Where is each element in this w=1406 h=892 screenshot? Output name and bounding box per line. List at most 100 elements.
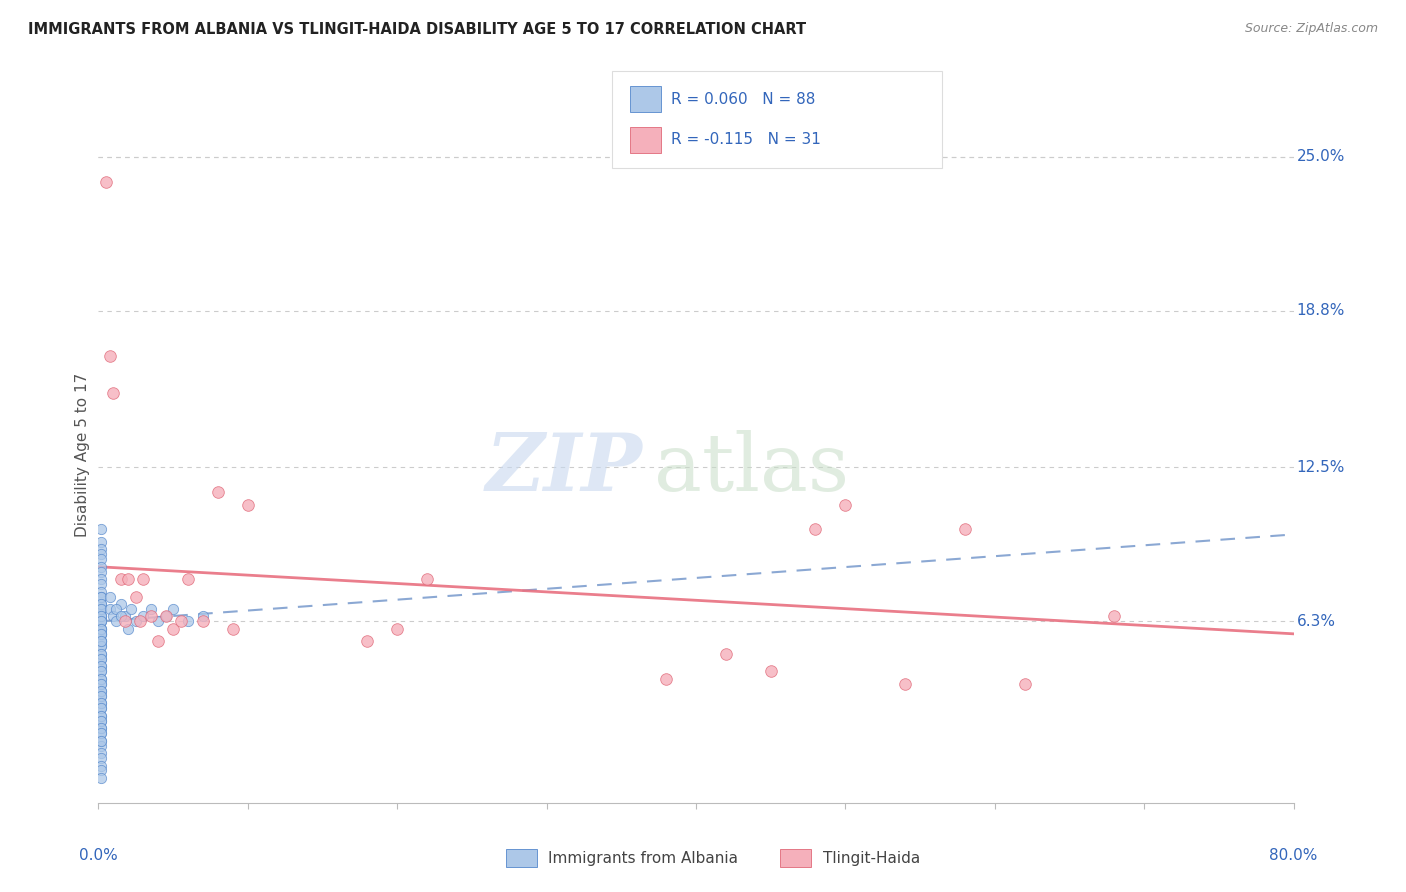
Point (105, 602, 128, 616)
Point (90, 708, 112, 723)
Point (90, 672, 112, 686)
Point (90, 726, 112, 740)
Point (655, 672, 678, 686)
Text: R = -0.115   N = 31: R = -0.115 N = 31 (671, 132, 821, 147)
Point (90, 684, 112, 698)
Text: 6.3%: 6.3% (1296, 614, 1336, 629)
Point (90, 721, 112, 735)
Point (90, 689, 112, 703)
Point (1104, 609, 1126, 624)
Point (90, 627, 112, 641)
Point (155, 609, 177, 624)
Point (90, 651, 112, 665)
Text: 80.0%: 80.0% (1270, 847, 1317, 863)
Text: atlas: atlas (654, 430, 849, 508)
Text: ZIP: ZIP (485, 430, 643, 508)
Point (90, 523, 112, 537)
Point (90, 726, 112, 740)
Point (90, 751, 112, 765)
Point (90, 689, 112, 703)
Point (90, 672, 112, 686)
Point (207, 485, 229, 500)
Point (117, 622, 139, 636)
Point (90, 584, 112, 599)
Text: R = 0.060   N = 88: R = 0.060 N = 88 (671, 92, 815, 107)
Point (132, 609, 155, 624)
Point (90, 771, 112, 785)
Point (90, 590, 112, 604)
Point (162, 602, 184, 616)
Text: 18.8%: 18.8% (1296, 303, 1346, 318)
Point (90, 758, 112, 772)
Point (90, 634, 112, 648)
Point (90, 651, 112, 665)
Point (222, 622, 245, 636)
Point (90, 602, 112, 616)
Point (125, 615, 148, 629)
Point (90, 534, 112, 549)
Point (90, 552, 112, 566)
Point (90, 664, 112, 678)
Point (90, 609, 112, 624)
Point (155, 609, 177, 624)
Point (90, 746, 112, 760)
Point (114, 615, 136, 629)
Point (90, 701, 112, 715)
Point (110, 597, 132, 611)
Point (90, 664, 112, 678)
Point (90, 659, 112, 673)
Point (416, 572, 439, 586)
Point (90, 764, 112, 778)
Point (90, 684, 112, 698)
Point (90, 590, 112, 604)
Point (90, 634, 112, 648)
Point (90, 701, 112, 715)
Point (90, 714, 112, 728)
Point (162, 622, 184, 636)
Point (129, 615, 152, 629)
Point (90, 739, 112, 753)
Point (236, 498, 259, 512)
Point (110, 609, 132, 624)
Point (90, 615, 112, 629)
Point (139, 602, 162, 616)
Point (94, 175, 117, 189)
Text: 25.0%: 25.0% (1296, 149, 1346, 164)
Point (90, 609, 112, 624)
Point (98, 602, 122, 616)
Point (110, 572, 132, 586)
Point (90, 559, 112, 574)
Text: Immigrants from Albania: Immigrants from Albania (548, 851, 738, 865)
Point (356, 634, 378, 648)
Point (90, 627, 112, 641)
Point (90, 547, 112, 561)
Point (90, 577, 112, 591)
Point (90, 602, 112, 616)
Point (139, 609, 162, 624)
Point (90, 597, 112, 611)
Point (90, 542, 112, 557)
Point (90, 615, 112, 629)
Text: 0.0%: 0.0% (79, 847, 118, 863)
Point (90, 565, 112, 579)
Text: Source: ZipAtlas.com: Source: ZipAtlas.com (1244, 22, 1378, 36)
Point (90, 634, 112, 648)
Point (385, 622, 409, 636)
Point (90, 733, 112, 747)
Point (90, 721, 112, 735)
Point (90, 615, 112, 629)
Point (90, 697, 112, 711)
Point (132, 572, 155, 586)
Point (148, 634, 170, 648)
Point (90, 572, 112, 586)
Point (90, 659, 112, 673)
Point (834, 498, 856, 512)
Point (1014, 676, 1036, 690)
Point (90, 708, 112, 723)
Text: Tlingit-Haida: Tlingit-Haida (823, 851, 920, 865)
Point (804, 523, 827, 537)
Point (125, 590, 148, 604)
Point (90, 676, 112, 690)
Point (98, 590, 122, 604)
Point (90, 714, 112, 728)
